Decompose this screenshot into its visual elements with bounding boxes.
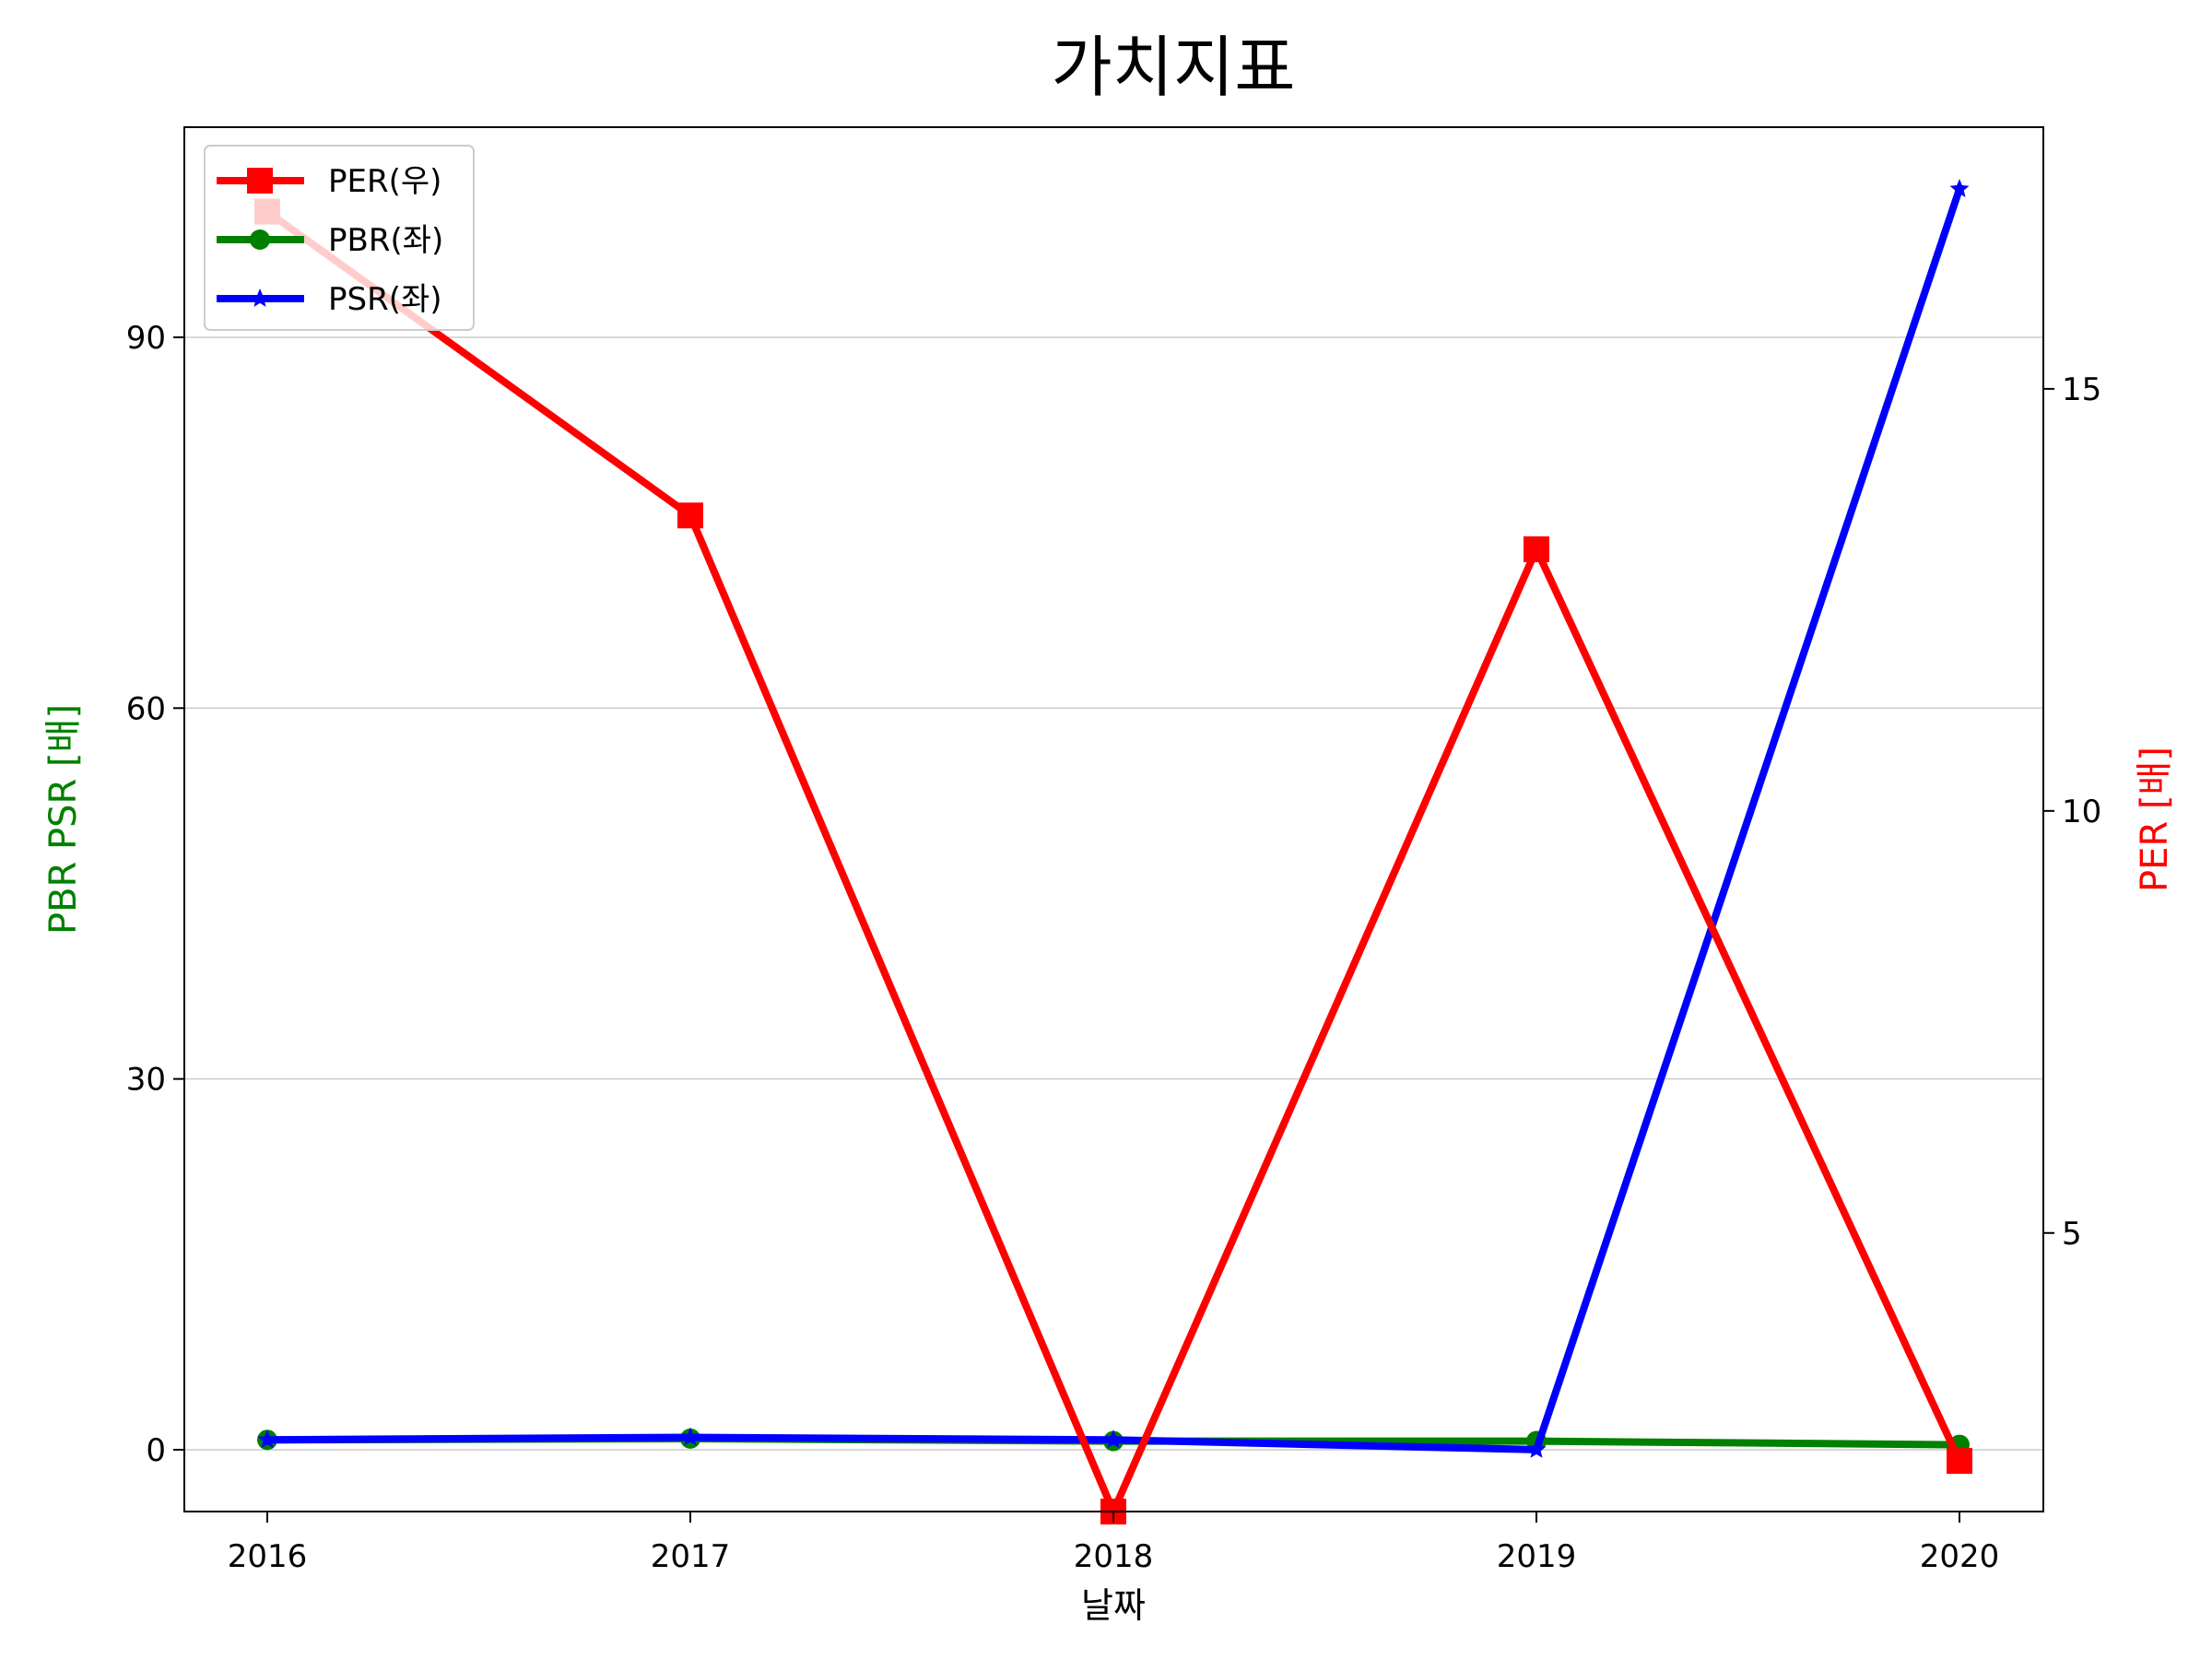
left-y-tick-label: 30 bbox=[126, 1062, 166, 1099]
psr-legend-marker bbox=[250, 288, 270, 307]
per-legend-marker bbox=[247, 168, 273, 194]
psr-point bbox=[1526, 1439, 1547, 1458]
x-tick-label: 2020 bbox=[1920, 1538, 2000, 1575]
right-y-tick-label: 10 bbox=[2062, 794, 2101, 830]
psr-point bbox=[1103, 1430, 1124, 1449]
psr-legend-label: PSR(좌) bbox=[328, 281, 442, 318]
per-point bbox=[1524, 535, 1549, 562]
left-y-tick-label: 60 bbox=[126, 690, 166, 727]
x-tick-label: 2018 bbox=[1074, 1538, 1154, 1575]
x-tick-label: 2019 bbox=[1497, 1538, 1577, 1575]
right-y-tick-label: 15 bbox=[2062, 371, 2101, 408]
psr-point bbox=[257, 1430, 277, 1449]
psr-point bbox=[1949, 179, 1970, 197]
right-y-tick-label: 5 bbox=[2062, 1216, 2082, 1253]
chart-title: 가치지표 bbox=[1052, 29, 1296, 106]
per-legend-label: PER(우) bbox=[328, 163, 441, 200]
pbr-legend-marker bbox=[250, 229, 270, 250]
legend: PER(우) PBR(좌) PSR(좌) bbox=[204, 145, 475, 331]
right-y-axis-title: PER [배] bbox=[2134, 747, 2176, 892]
pbr-legend-label: PBR(좌) bbox=[328, 222, 443, 259]
x-tick-label: 2016 bbox=[228, 1538, 308, 1575]
x-axis-title: 날짜 bbox=[1081, 1585, 1146, 1626]
per-point bbox=[1947, 1448, 1972, 1475]
left-y-tick-label: 90 bbox=[126, 320, 166, 357]
psr-point bbox=[680, 1427, 700, 1446]
axes: 0 30 60 90 5 10 15 2016 2017 2018 2019 2020 bbox=[126, 320, 2102, 1575]
x-tick-label: 2017 bbox=[651, 1538, 731, 1575]
left-y-tick-label: 0 bbox=[146, 1432, 166, 1469]
per-point bbox=[677, 502, 703, 529]
left-y-axis-title: PBR PSR [배] bbox=[42, 704, 85, 935]
grid-lines bbox=[184, 336, 2043, 1451]
